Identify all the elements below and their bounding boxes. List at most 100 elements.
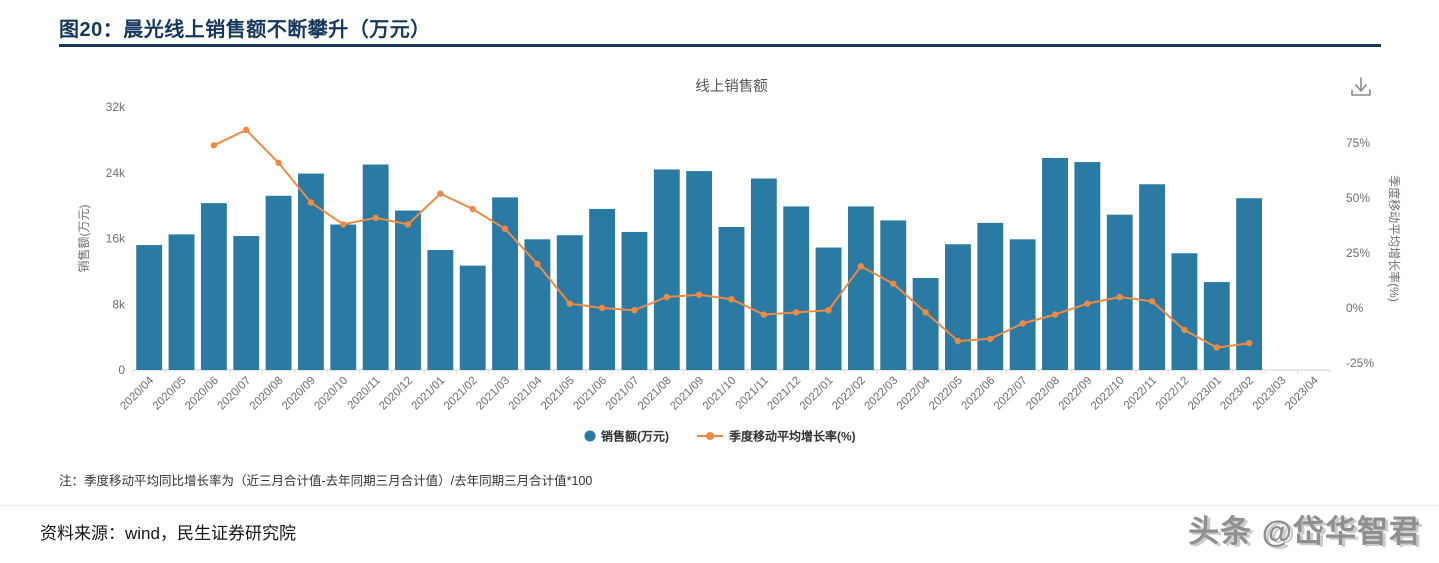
x-tick-label: 2022/01 — [798, 375, 836, 413]
bar — [168, 234, 195, 370]
bar — [621, 231, 648, 370]
bar — [750, 178, 777, 370]
watermark: 头条 @岱华智君 — [1188, 514, 1421, 549]
legend-line-dot-icon — [706, 432, 714, 440]
right-axis: -25% 0% 25% 50% 75% 季度移动平均增长率(%) — [1346, 136, 1402, 370]
x-tick-label: 2021/03 — [474, 375, 512, 413]
x-tick-label: 2020/07 — [215, 375, 253, 413]
bar — [686, 171, 713, 370]
line-point — [1148, 298, 1156, 305]
bar — [1009, 239, 1036, 370]
line-point — [954, 337, 962, 345]
source-text: 资料来源：wind，民生证券研究院 — [40, 524, 296, 543]
x-tick-label: 2021/02 — [442, 375, 480, 413]
x-tick-label: 2020/10 — [313, 375, 351, 413]
line-point — [760, 311, 768, 318]
line-point — [340, 221, 347, 228]
footer-divider — [0, 505, 1439, 506]
line-point — [1051, 311, 1059, 318]
x-tick-label: 2021/09 — [668, 375, 706, 413]
line-point — [307, 199, 315, 206]
line-point — [825, 306, 832, 314]
legend-item-growth[interactable]: 季度移动平均增长率(%) — [697, 429, 856, 444]
line-point — [404, 221, 412, 228]
chart-note: 注：季度移动平均同比增长率为（近三月合计值-去年同期三月合计值）/去年同期三月合… — [59, 474, 593, 488]
left-axis-tick-label: 16k — [106, 232, 126, 246]
bar — [427, 250, 454, 370]
line-point — [1213, 344, 1220, 351]
x-tick-label: 2022/03 — [862, 375, 900, 413]
x-tick-label: 2022/09 — [1057, 375, 1095, 413]
left-axis-title: 销售额(万元) — [76, 205, 91, 273]
bar — [945, 244, 971, 370]
x-tick-label: 2022/12 — [1154, 375, 1192, 413]
chart-title: 线上销售额 — [695, 78, 768, 95]
line-point — [631, 306, 638, 314]
left-axis: 0 8k 16k 24k 32k 销售额(万元) — [76, 100, 126, 377]
bar — [847, 206, 874, 370]
line-point — [1084, 300, 1091, 307]
right-axis-tick-label: 0% — [1346, 301, 1364, 315]
x-tick-label: 2021/10 — [701, 375, 739, 413]
bar — [362, 164, 389, 370]
bar — [912, 277, 939, 370]
x-tick-label: 2020/06 — [183, 375, 221, 413]
line-point — [793, 309, 800, 316]
line-point — [1245, 339, 1253, 347]
bar — [459, 265, 486, 370]
chart-legend: 销售额(万元) 季度移动平均增长率(%) — [584, 429, 856, 444]
x-tick-label: 2022/04 — [895, 374, 933, 412]
x-tick-label: 2023/03 — [1251, 375, 1289, 413]
line-point — [1181, 326, 1188, 334]
x-tick-label: 2021/05 — [539, 375, 577, 413]
legend-bar-marker-icon — [584, 430, 596, 442]
line-point — [1116, 293, 1123, 301]
bar — [783, 206, 810, 370]
bar — [136, 245, 163, 370]
x-tick-label: 2023/04 — [1283, 374, 1321, 412]
right-axis-tick-label: -25% — [1346, 356, 1374, 370]
x-tick-label: 2021/04 — [507, 374, 545, 412]
x-tick-label: 2020/12 — [377, 375, 415, 413]
line-point — [210, 142, 218, 149]
line-point — [922, 309, 929, 316]
line-point — [987, 335, 994, 342]
bar — [977, 222, 1004, 370]
bar — [1042, 157, 1068, 370]
x-tick-label: 2021/01 — [410, 375, 448, 413]
legend-item-sales[interactable]: 销售额(万元) — [584, 429, 670, 444]
bar — [1203, 282, 1230, 370]
bar — [200, 203, 227, 370]
x-tick-label: 2021/07 — [604, 375, 642, 413]
bar — [880, 220, 907, 370]
bar — [1139, 184, 1166, 370]
line-point — [566, 300, 573, 307]
right-axis-tick-label: 25% — [1346, 246, 1370, 260]
legend-label: 销售额(万元) — [601, 429, 669, 444]
x-tick-label: 2020/09 — [280, 375, 318, 413]
line-point — [534, 260, 541, 268]
bar — [1171, 253, 1198, 370]
line-point — [857, 263, 865, 270]
right-axis-title: 季度移动平均增长率(%) — [1387, 175, 1402, 302]
x-tick-label: 2022/07 — [992, 375, 1030, 413]
x-tick-label: 2020/05 — [151, 375, 189, 413]
bar — [233, 236, 260, 370]
download-icon[interactable] — [1351, 77, 1371, 96]
x-tick-label: 2020/11 — [345, 375, 382, 412]
title-underline — [59, 44, 1381, 47]
x-tick-label: 2021/06 — [571, 375, 609, 413]
bar — [297, 173, 324, 370]
x-axis — [132, 369, 1331, 374]
x-tick-label: 2022/08 — [1024, 375, 1062, 413]
x-tick-label: 2022/10 — [1089, 375, 1127, 413]
line-point — [1019, 320, 1026, 327]
line-point — [372, 214, 379, 222]
x-axis-labels: 2020/042020/052020/062020/072020/082020/… — [118, 374, 1321, 412]
x-tick-label: 2021/12 — [765, 375, 803, 413]
x-tick-label: 2021/08 — [636, 375, 674, 413]
x-tick-label: 2022/11 — [1122, 375, 1159, 412]
x-tick-label: 2021/11 — [734, 375, 771, 412]
left-axis-tick-label: 24k — [106, 166, 126, 180]
